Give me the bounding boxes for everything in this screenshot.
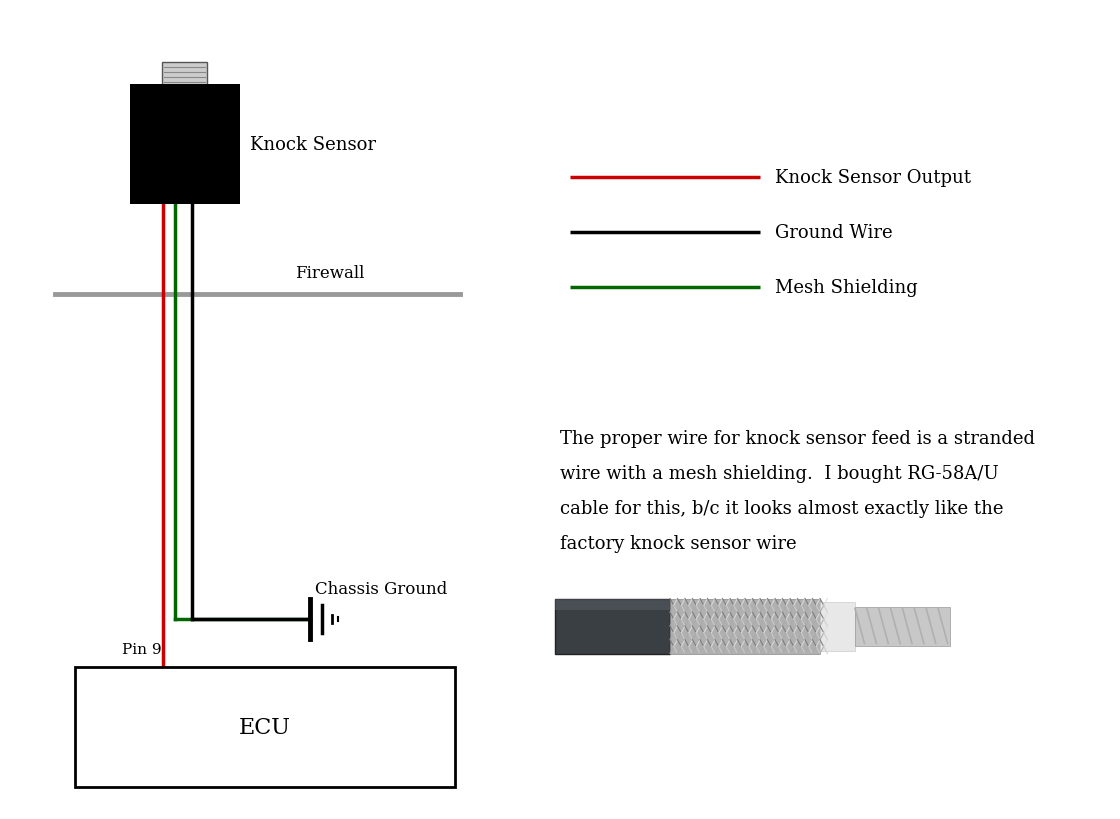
Text: cable for this, b/c it looks almost exactly like the: cable for this, b/c it looks almost exac… xyxy=(560,500,1004,518)
Text: Knock Sensor: Knock Sensor xyxy=(250,136,376,154)
Text: The proper wire for knock sensor feed is a stranded: The proper wire for knock sensor feed is… xyxy=(560,429,1035,447)
Text: Pin 9: Pin 9 xyxy=(122,642,161,656)
Bar xyxy=(162,63,207,88)
Text: Knock Sensor Output: Knock Sensor Output xyxy=(775,169,971,187)
Text: factory knock sensor wire: factory knock sensor wire xyxy=(560,534,796,552)
Bar xyxy=(130,85,240,205)
Text: Firewall: Firewall xyxy=(295,265,364,282)
Text: wire with a mesh shielding.  I bought RG-58A/U: wire with a mesh shielding. I bought RG-… xyxy=(560,464,999,482)
Text: Ground Wire: Ground Wire xyxy=(775,224,893,242)
Text: Chassis Ground: Chassis Ground xyxy=(315,581,447,597)
Bar xyxy=(670,599,820,654)
Bar xyxy=(556,599,670,610)
Bar xyxy=(820,602,855,651)
Bar xyxy=(855,607,950,645)
Bar xyxy=(75,667,455,787)
Bar xyxy=(556,599,670,654)
Text: Mesh Shielding: Mesh Shielding xyxy=(775,278,917,296)
Text: ECU: ECU xyxy=(239,716,291,738)
